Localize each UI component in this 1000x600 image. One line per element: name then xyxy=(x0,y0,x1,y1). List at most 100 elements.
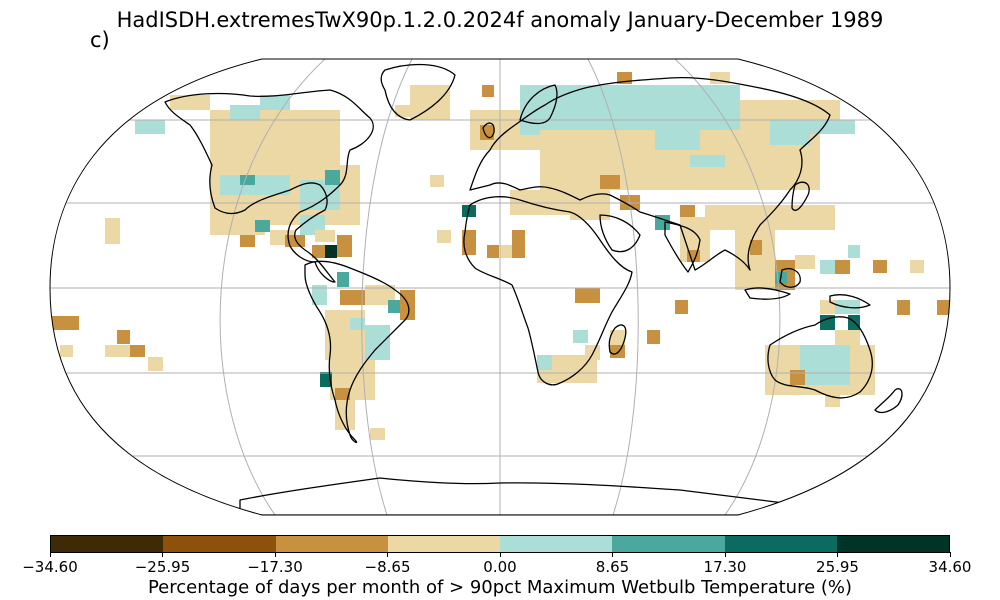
colorbar-segment xyxy=(724,536,837,552)
grid-cell xyxy=(335,400,355,430)
grid-cell xyxy=(820,315,835,330)
grid-cell xyxy=(835,260,850,274)
colorbar-tick-mark xyxy=(499,552,501,557)
grid-cell xyxy=(395,105,410,117)
grid-cell xyxy=(690,155,725,167)
colorbar-tick-mark xyxy=(612,552,613,557)
grid-cell xyxy=(148,357,163,371)
longitude-line xyxy=(587,59,639,515)
grid-cell xyxy=(600,175,620,189)
colorbar-segment xyxy=(612,536,725,552)
grid-cell xyxy=(52,316,79,330)
uk-coast xyxy=(482,122,495,139)
colorbar-tick-mark xyxy=(274,552,276,557)
colorbar-tick-label: −8.65 xyxy=(364,558,411,576)
grid-cell xyxy=(655,215,670,230)
grid-cell xyxy=(388,300,400,313)
coastlines xyxy=(164,63,903,515)
grid-cell xyxy=(910,260,924,273)
grid-cell xyxy=(337,272,349,287)
grid-cell xyxy=(512,230,525,258)
grid-cell xyxy=(482,85,494,97)
longitude-line xyxy=(361,59,413,515)
japan-coast xyxy=(791,181,810,211)
colorbar-label: Percentage of days per month of > 90pct … xyxy=(147,577,853,598)
grid-cell xyxy=(937,300,950,315)
australia-coast xyxy=(767,316,873,399)
grid-cell xyxy=(437,230,451,243)
grid-cell xyxy=(575,288,600,303)
grid-cell xyxy=(135,120,165,134)
grid-cell xyxy=(240,175,255,185)
grid-cell xyxy=(537,355,552,370)
colorbar-segment xyxy=(836,536,949,552)
colorbar-tick-label: 0.00 xyxy=(483,558,517,576)
grid-cell xyxy=(105,218,120,244)
grid-cell xyxy=(480,125,494,140)
grid-cell xyxy=(795,255,815,269)
grid-cell xyxy=(337,235,352,257)
grid-cell xyxy=(820,260,835,274)
grid-cell xyxy=(230,105,260,120)
scandinavia-coast xyxy=(519,84,558,125)
grid-cell xyxy=(335,388,350,400)
grid-cell xyxy=(370,428,385,440)
borneo-coast xyxy=(779,268,801,288)
grid-cell xyxy=(610,330,625,345)
grid-cell xyxy=(820,300,835,314)
grid-cell xyxy=(500,245,512,258)
new-guinea-coast xyxy=(829,294,871,309)
south-america-coast xyxy=(304,260,410,444)
grid-cell xyxy=(462,230,476,255)
longitude-line xyxy=(219,59,326,515)
grid-cell xyxy=(680,205,695,217)
grid-cell xyxy=(255,220,270,232)
grid-cell xyxy=(130,345,145,357)
grid-cell xyxy=(117,330,130,344)
grid-cell xyxy=(750,240,762,255)
eurasia-coast xyxy=(469,76,831,271)
colorbar xyxy=(50,535,950,553)
grid-cell xyxy=(790,370,805,385)
anomaly-grid-cells xyxy=(52,72,950,440)
indonesia-coast xyxy=(744,287,791,300)
grid-cell xyxy=(430,175,444,187)
grid-cell xyxy=(873,260,887,273)
grid-cell xyxy=(60,345,73,357)
colorbar-segment xyxy=(163,536,276,552)
colorbar-tick-label: 34.60 xyxy=(928,558,972,576)
grid-cell xyxy=(210,215,265,235)
grid-cell xyxy=(312,245,325,258)
grid-cell xyxy=(340,290,365,305)
grid-cell xyxy=(520,85,590,135)
colorbar-segment xyxy=(51,536,164,552)
north-america-coast xyxy=(164,89,374,283)
grid-cell xyxy=(260,95,290,110)
grid-cell xyxy=(897,300,910,315)
new-zealand-coast xyxy=(874,388,903,414)
grid-cell xyxy=(487,245,499,258)
grid-cell xyxy=(848,245,860,258)
grid-cell xyxy=(325,310,365,360)
panel-label: c) xyxy=(90,28,110,52)
grid-cell xyxy=(325,245,337,258)
madagascar-coast xyxy=(608,324,627,355)
map-title: HadISDH.extremesTwX90p.1.2.0.2024f anoma… xyxy=(116,8,884,32)
grid-cell xyxy=(800,345,850,385)
grid-cell xyxy=(350,318,365,330)
graticule xyxy=(50,59,950,515)
grid-cell xyxy=(365,325,390,360)
grid-cell xyxy=(705,205,835,230)
map-boundary xyxy=(49,58,951,516)
africa-coast xyxy=(463,196,633,386)
grid-cell xyxy=(325,170,340,185)
grid-cell xyxy=(800,120,855,134)
colorbar-tick-mark xyxy=(387,552,388,557)
greenland-coast xyxy=(380,63,456,121)
grid-cell xyxy=(647,330,660,344)
colorbar-segment xyxy=(500,536,613,552)
grid-cell xyxy=(170,95,210,110)
arabia-coast xyxy=(599,214,641,253)
colorbar-tick-label: 8.65 xyxy=(595,558,630,576)
colorbar-segment xyxy=(387,536,500,552)
